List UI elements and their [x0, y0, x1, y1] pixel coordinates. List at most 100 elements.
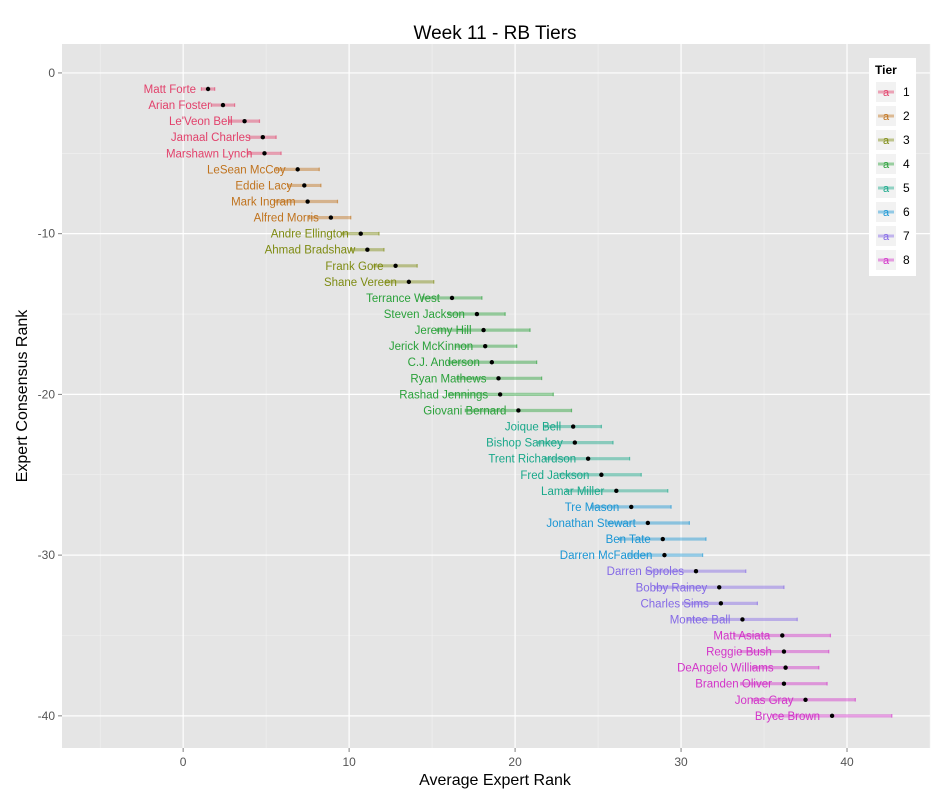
player-label: Matt Asiata: [713, 630, 770, 642]
player-label: Steven Jackson: [384, 309, 465, 321]
player-label: Joique Bell: [505, 422, 561, 434]
y-tick-label: -10: [38, 227, 56, 241]
y-axis-title: Expert Consensus Rank: [14, 309, 31, 483]
mean-point: [220, 102, 226, 108]
player-label: Bobby Rainey: [636, 582, 708, 594]
player-labels: Matt Forte Arian Foster Le'Veon Bell Jamaal…: [144, 84, 820, 723]
mean-point: [662, 552, 667, 558]
player-label: Darren Sproles: [607, 566, 685, 578]
mean-point: [693, 568, 699, 574]
legend-key-glyph: a: [883, 231, 890, 243]
mean-point: [449, 295, 455, 301]
player-label: Montee Ball: [670, 614, 731, 626]
legend-key: [876, 250, 896, 270]
mean-point: [328, 215, 334, 220]
legend-label: 8: [903, 253, 910, 267]
y-axis-ticks: 0 -10 -20 -30 -40: [38, 66, 62, 723]
mean-point: [516, 408, 521, 413]
mean-point: [393, 263, 398, 269]
legend-label: 4: [903, 157, 910, 171]
mean-point: [205, 86, 211, 92]
player-label: Mark Ingram: [231, 197, 296, 209]
mean-point: [305, 199, 310, 204]
player-label: Bishop Sankey: [486, 438, 563, 450]
mean-point: [717, 585, 722, 590]
legend-key-glyph: a: [883, 87, 890, 99]
player-label: Terrance West: [366, 293, 441, 305]
mean-point: [781, 649, 787, 654]
mean-point: [783, 665, 788, 670]
player-label: Ben Tate: [606, 534, 651, 546]
plot-panel: [62, 44, 930, 748]
x-tick-label: 30: [674, 755, 688, 769]
legend-key: [876, 106, 896, 126]
player-label: Shane Vereen: [324, 277, 397, 289]
chart-title: Week 11 - RB Tiers: [414, 23, 577, 44]
y-tick-label: 0: [48, 66, 55, 80]
x-axis-ticks: 0 10 20 30 40: [180, 748, 854, 769]
mean-point: [585, 456, 591, 461]
legend: Tier a 1 a 2 a 3 a 4 a 5 a 6 a 7 a 8: [869, 58, 916, 276]
legend-key: [876, 154, 896, 174]
mean-point: [474, 311, 480, 317]
legend-key-glyph: a: [883, 183, 890, 195]
player-label: Tre Mason: [565, 502, 620, 514]
player-label: Reggie Bush: [706, 647, 772, 659]
mean-point: [781, 681, 787, 686]
mean-point: [481, 327, 486, 333]
player-label: Eddie Lacy: [235, 180, 292, 192]
player-label: Matt Forte: [144, 84, 196, 96]
mean-point: [718, 601, 724, 606]
player-label: Charles Sims: [640, 598, 709, 610]
player-label: Giovani Bernard: [423, 405, 506, 417]
legend-label: 7: [903, 229, 910, 243]
mean-point: [570, 424, 576, 429]
mean-point: [489, 360, 495, 365]
mean-point: [260, 135, 266, 140]
player-label: LeSean McCoy: [207, 164, 286, 176]
legend-label: 2: [903, 109, 910, 123]
x-tick-label: 20: [508, 755, 522, 769]
x-tick-label: 10: [342, 755, 356, 769]
mean-point: [295, 167, 300, 172]
legend-key-glyph: a: [883, 111, 890, 123]
mean-point: [572, 440, 578, 445]
legend-label: 6: [903, 205, 910, 219]
mean-point: [483, 343, 488, 349]
player-label: Alfred Morris: [254, 213, 319, 225]
player-label: Jeremy Hill: [415, 325, 472, 337]
mean-point: [645, 520, 651, 526]
mean-point: [803, 697, 808, 702]
legend-key-glyph: a: [883, 135, 890, 147]
mean-point: [614, 488, 619, 494]
player-label: Lamar Miller: [541, 486, 604, 498]
legend-label: 3: [903, 133, 910, 147]
mean-point: [497, 392, 503, 397]
player-label: Jamaal Charles: [171, 132, 251, 144]
player-label: Le'Veon Bell: [169, 116, 233, 128]
mean-point: [660, 536, 665, 542]
player-label: Marshawn Lynch: [166, 148, 253, 160]
x-axis-title: Average Expert Rank: [419, 772, 572, 789]
legend-key: [876, 202, 896, 222]
mean-point: [829, 713, 835, 719]
player-label: Branden Oliver: [695, 679, 772, 691]
x-tick-label: 0: [180, 755, 187, 769]
mean-points: [205, 86, 835, 719]
mean-point: [740, 617, 745, 622]
legend-label: 1: [903, 85, 910, 99]
mean-point: [262, 151, 267, 156]
player-label: Andre Ellington: [271, 229, 349, 241]
legend-key: [876, 226, 896, 246]
y-tick-label: -20: [38, 387, 56, 401]
player-label: DeAngelo Williams: [677, 663, 774, 675]
legend-key: [876, 130, 896, 150]
grid: [62, 44, 931, 748]
player-label: Arian Foster: [148, 100, 211, 112]
mean-point: [242, 118, 247, 124]
legend-key-glyph: a: [883, 159, 890, 171]
player-label: Jonas Gray: [735, 695, 794, 707]
mean-point: [780, 633, 785, 638]
player-label: Ryan Mathews: [410, 373, 486, 385]
